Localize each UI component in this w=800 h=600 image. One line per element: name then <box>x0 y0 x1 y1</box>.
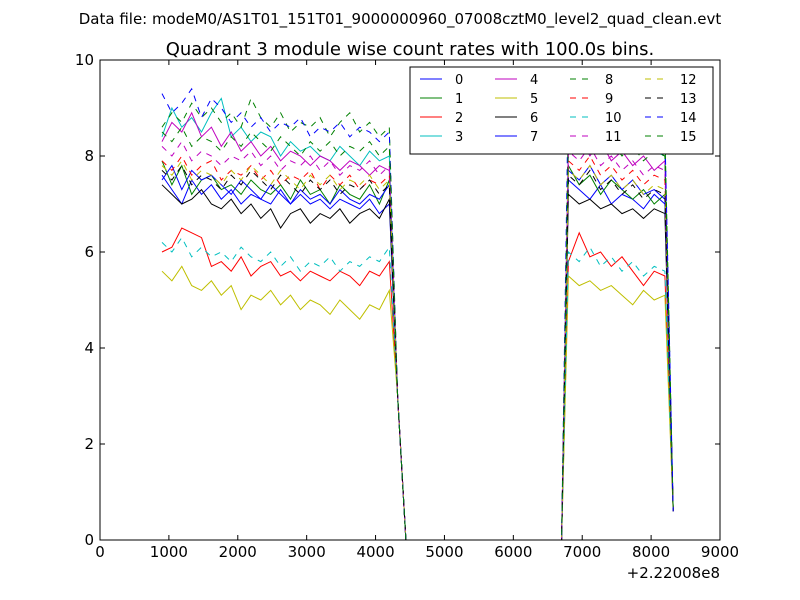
legend-label: 6 <box>530 111 538 126</box>
x-tick-label: 3000 <box>288 543 326 561</box>
legend-label: 9 <box>605 92 613 107</box>
series-line-5 <box>161 265 674 541</box>
x-tick-label: 5000 <box>425 543 463 561</box>
y-tick-label: 6 <box>84 243 94 261</box>
x-tick-label: 6000 <box>494 543 532 561</box>
y-tick-label: 0 <box>84 531 94 549</box>
series-line-11 <box>161 140 674 541</box>
y-tick-label: 2 <box>84 435 94 453</box>
legend-label: 1 <box>455 92 463 107</box>
legend-label: 11 <box>605 130 622 145</box>
legend-label: 12 <box>680 73 697 88</box>
y-tick-label: 4 <box>84 339 94 357</box>
legend-label: 3 <box>455 130 463 145</box>
y-tick-label: 10 <box>75 51 94 69</box>
legend-label: 2 <box>455 111 463 126</box>
series-line-14 <box>161 83 674 541</box>
figure-suptitle: Data file: modeM0/AS1T01_151T01_90000009… <box>79 10 722 29</box>
x-tick-label: 1000 <box>150 543 188 561</box>
y-tick-label: 8 <box>84 147 94 165</box>
x-tick-label: 4000 <box>356 543 394 561</box>
x-tick-label: 2000 <box>219 543 257 561</box>
legend-label: 10 <box>605 111 622 126</box>
series-layer <box>161 83 674 541</box>
chart-title: Quadrant 3 module wise count rates with … <box>166 39 655 60</box>
series-line-2 <box>161 227 674 541</box>
series-line-13 <box>161 164 674 541</box>
x-tick-label: 0 <box>95 543 105 561</box>
plot-frame <box>99 59 721 541</box>
legend-label: 5 <box>530 92 538 107</box>
legend-label: 7 <box>530 130 538 145</box>
series-line-0 <box>161 174 674 541</box>
series-line-1 <box>161 160 674 541</box>
x-tick-label: 9000 <box>701 543 739 561</box>
x-tick-label: 7000 <box>563 543 601 561</box>
series-line-12 <box>161 159 674 541</box>
legend-label: 13 <box>680 92 697 107</box>
legend-label: 0 <box>455 73 463 88</box>
axis-ticks: 0 1000 2000 3000 4000 5000 6000 7000 8000 9000 0 2 4… <box>75 51 739 561</box>
x-offset-label: +2.22008e8 <box>627 564 720 582</box>
x-tick-label: 8000 <box>632 543 670 561</box>
legend-label: 4 <box>530 73 538 88</box>
legend-frame <box>409 66 714 155</box>
series-line-9 <box>161 155 674 541</box>
legend-label: 15 <box>680 130 697 145</box>
legend-label: 8 <box>605 73 613 88</box>
legend-label: 14 <box>680 111 697 126</box>
series-line-6 <box>161 184 674 541</box>
